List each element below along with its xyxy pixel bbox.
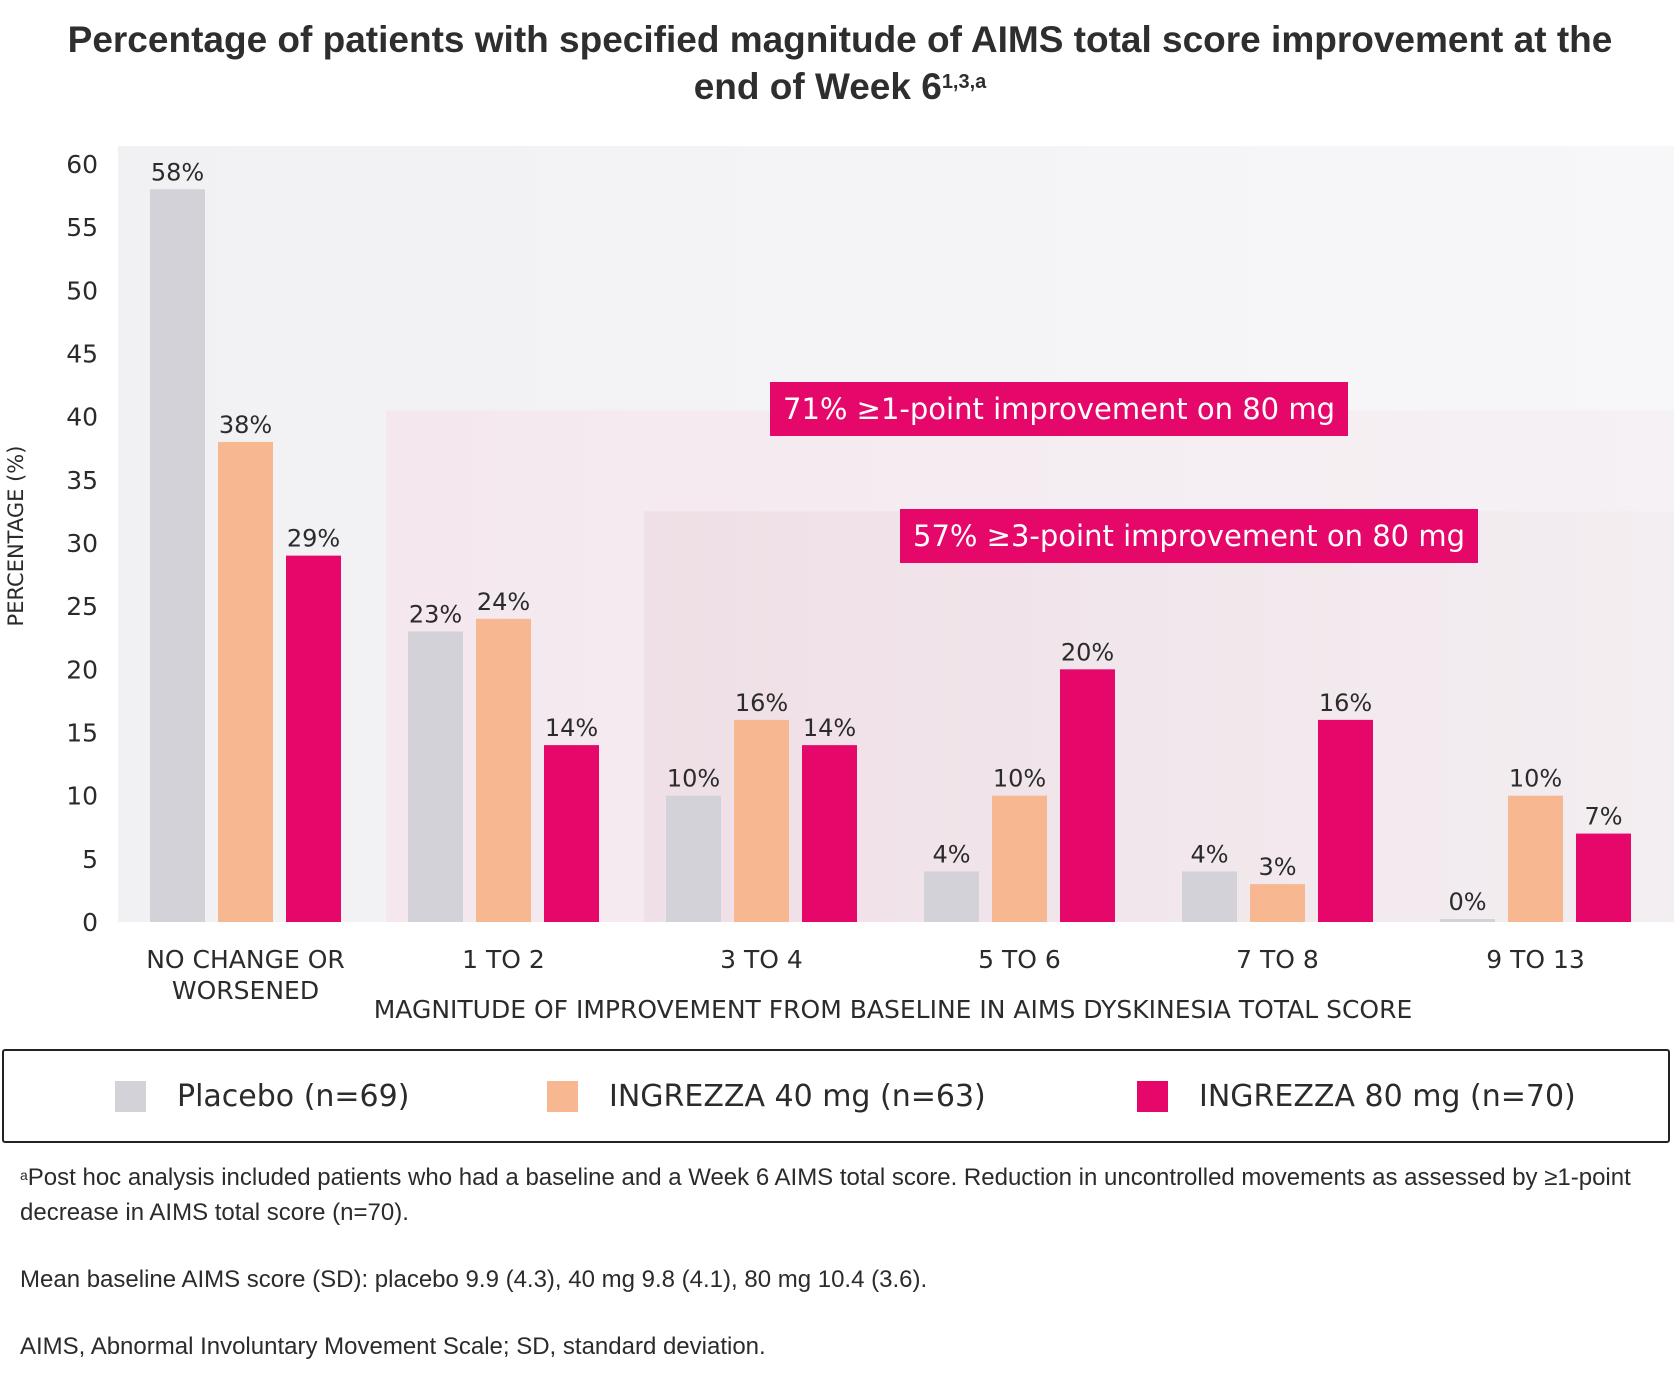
legend-item-placebo: Placebo (n=69) bbox=[115, 1051, 409, 1141]
bar-ingrezza-80-mg-n-70-3-to-4 bbox=[802, 745, 857, 922]
x-tick-1-to-2: 1 TO 2 bbox=[462, 945, 545, 974]
annotation-1-text: 71% ≥1-point improvement on 80 mg bbox=[783, 392, 1335, 426]
bar-ingrezza-80-mg-n-70-no-change-or-worsened bbox=[286, 555, 341, 922]
legend-label-placebo: Placebo (n=69) bbox=[177, 1078, 410, 1114]
bar-ingrezza-40-mg-n-63-5-to-6 bbox=[992, 795, 1047, 922]
y-tick-30: 30 bbox=[66, 529, 98, 558]
chart-title: Percentage of patients with specified ma… bbox=[40, 16, 1640, 110]
legend-swatch-ingrezza-40mg bbox=[547, 1080, 578, 1112]
y-tick-45: 45 bbox=[66, 340, 98, 369]
x-axis-title: MAGNITUDE OF IMPROVEMENT FROM BASELINE I… bbox=[374, 995, 1413, 1024]
bar-ingrezza-80-mg-n-70-7-to-8 bbox=[1318, 719, 1373, 922]
bar-chart: 58% 23% 10% 4% 4% 0% 38% 24% 16% 10% 3% 10% 29% 14% 14… bbox=[4, 146, 1674, 1024]
bar-label-ingrezza-40-mg-n-63-no-change-or-worsened: 38% bbox=[219, 411, 272, 439]
bar-ingrezza-80-mg-n-70-1-to-2 bbox=[544, 745, 599, 922]
y-tick-10: 10 bbox=[66, 782, 98, 811]
bar-ingrezza-80-mg-n-70-5-to-6 bbox=[1060, 669, 1115, 922]
bar-ingrezza-40-mg-n-63-7-to-8 bbox=[1250, 884, 1305, 922]
y-tick-25: 25 bbox=[66, 592, 98, 621]
bar-label-placebo-n-69-3-to-4: 10% bbox=[667, 765, 720, 793]
y-tick-15: 15 bbox=[66, 719, 98, 748]
bar-label-ingrezza-40-mg-n-63-7-to-8: 3% bbox=[1258, 853, 1296, 881]
footnote-baseline: Mean baseline AIMS score (SD): placebo 9… bbox=[20, 1266, 928, 1293]
y-tick-20: 20 bbox=[66, 655, 98, 684]
y-tick-35: 35 bbox=[66, 466, 98, 495]
x-tick-7-to-8: 7 TO 8 bbox=[1236, 945, 1319, 974]
y-tick-55: 55 bbox=[66, 213, 98, 242]
bar-ingrezza-80-mg-n-70-9-to-13 bbox=[1576, 833, 1631, 922]
bar-placebo-n-69-1-to-2 bbox=[408, 631, 463, 922]
bar-ingrezza-40-mg-n-63-9-to-13 bbox=[1508, 795, 1563, 922]
bar-label-placebo-n-69-5-to-6: 4% bbox=[932, 840, 970, 868]
legend-label-ingrezza-80mg: INGREZZA 80 mg (n=70) bbox=[1199, 1078, 1576, 1114]
bar-label-ingrezza-40-mg-n-63-3-to-4: 16% bbox=[735, 689, 788, 717]
y-axis-title: PERCENTAGE (%) bbox=[4, 446, 28, 627]
chart-title-text: Percentage of patients with specified ma… bbox=[67, 19, 1613, 107]
bar-label-placebo-n-69-7-to-8: 4% bbox=[1190, 840, 1228, 868]
bar-ingrezza-40-mg-n-63-3-to-4 bbox=[734, 719, 789, 922]
footnote-a: aPost hoc analysis included patients who… bbox=[20, 1160, 1660, 1230]
footnote-abbreviations: AIMS, Abnormal Involuntary Movement Scal… bbox=[20, 1333, 766, 1360]
annotation-3-point-improvement: 57% ≥3-point improvement on 80 mg bbox=[900, 509, 1478, 563]
x-tick-9-to-13: 9 TO 13 bbox=[1486, 945, 1585, 974]
legend-item-ingrezza-80mg: INGREZZA 80 mg (n=70) bbox=[1137, 1051, 1576, 1141]
bar-placebo-n-69-9-to-13 bbox=[1440, 919, 1495, 922]
y-tick-50: 50 bbox=[66, 276, 98, 305]
bar-ingrezza-40-mg-n-63-no-change-or-worsened bbox=[218, 441, 273, 922]
annotation-1-box bbox=[770, 382, 1348, 436]
legend: Placebo (n=69) INGREZZA 40 mg (n=63) ING… bbox=[2, 1049, 1670, 1143]
legend-item-ingrezza-40mg: INGREZZA 40 mg (n=63) bbox=[547, 1051, 986, 1141]
bar-label-ingrezza-40-mg-n-63-5-to-6: 10% bbox=[993, 765, 1046, 793]
legend-swatch-ingrezza-80mg bbox=[1137, 1080, 1168, 1112]
bar-label-ingrezza-80-mg-n-70-1-to-2: 14% bbox=[545, 714, 598, 742]
annotation-2-box bbox=[900, 509, 1478, 563]
y-tick-40: 40 bbox=[66, 403, 98, 432]
legend-label-ingrezza-40mg: INGREZZA 40 mg (n=63) bbox=[609, 1078, 986, 1114]
bar-label-ingrezza-80-mg-n-70-9-to-13: 7% bbox=[1584, 803, 1622, 831]
bar-label-ingrezza-80-mg-n-70-5-to-6: 20% bbox=[1061, 638, 1114, 666]
bar-label-ingrezza-40-mg-n-63-9-to-13: 10% bbox=[1509, 765, 1562, 793]
y-tick-60: 60 bbox=[66, 150, 98, 179]
y-tick-0: 0 bbox=[82, 908, 98, 937]
bar-label-placebo-n-69-1-to-2: 23% bbox=[409, 600, 462, 628]
bar-ingrezza-40-mg-n-63-1-to-2 bbox=[476, 618, 531, 922]
footnote-a-text: Post hoc analysis included patients who … bbox=[20, 1164, 1631, 1226]
footnote-a-marker: a bbox=[20, 1167, 28, 1183]
x-tick-3-to-4: 3 TO 4 bbox=[720, 945, 803, 974]
annotation-1-point-improvement: 71% ≥1-point improvement on 80 mg bbox=[770, 382, 1348, 436]
bar-placebo-n-69-5-to-6 bbox=[924, 871, 979, 922]
bar-placebo-n-69-7-to-8 bbox=[1182, 871, 1237, 922]
chart-title-superscript: 1,3,a bbox=[941, 71, 987, 93]
x-tick-5-to-6: 5 TO 6 bbox=[978, 945, 1061, 974]
bar-placebo-n-69-no-change-or-worsened bbox=[150, 189, 205, 922]
annotation-2-text: 57% ≥3-point improvement on 80 mg bbox=[913, 519, 1465, 553]
bar-label-ingrezza-80-mg-n-70-3-to-4: 14% bbox=[803, 714, 856, 742]
bar-placebo-n-69-3-to-4 bbox=[666, 795, 721, 922]
footnotes: aPost hoc analysis included patients who… bbox=[20, 1160, 1660, 1396]
bar-label-ingrezza-80-mg-n-70-7-to-8: 16% bbox=[1319, 689, 1372, 717]
bar-label-placebo-n-69-no-change-or-worsened: 58% bbox=[151, 158, 204, 186]
x-tick-no-change-or-worsened: NO CHANGE OR WORSENED bbox=[146, 945, 345, 1005]
bar-label-placebo-n-69-9-to-13: 0% bbox=[1448, 888, 1486, 916]
bar-label-ingrezza-80-mg-n-70-no-change-or-worsened: 29% bbox=[287, 525, 340, 553]
legend-swatch-placebo bbox=[115, 1080, 146, 1112]
bar-label-ingrezza-40-mg-n-63-1-to-2: 24% bbox=[477, 588, 530, 616]
y-tick-5: 5 bbox=[82, 845, 98, 874]
